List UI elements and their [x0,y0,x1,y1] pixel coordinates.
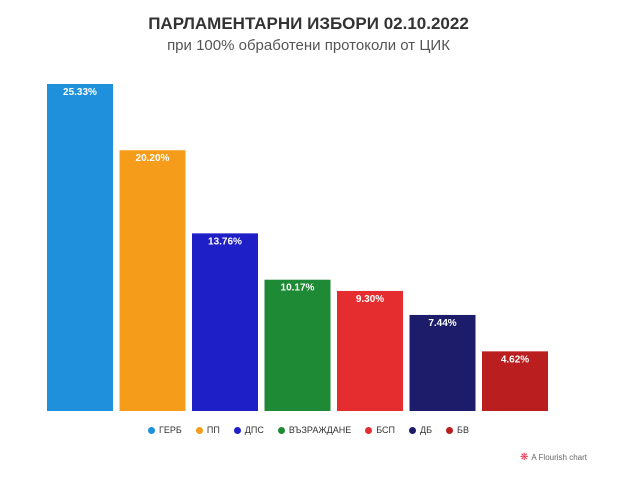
legend-dot-icon [365,426,373,434]
legend-label: БСП [376,425,396,435]
legend-dot-icon [233,426,241,434]
bar-value-label: 13.76% [208,236,242,247]
bar-3[interactable] [192,233,258,411]
bar-value-label: 25.33% [63,87,97,98]
bar-4[interactable] [264,279,331,411]
legend-label: ДПС [244,425,264,435]
chart-title: ПАРЛАМЕНТАРНИ ИЗБОРИ 02.10.2022 [148,14,469,33]
bar-2[interactable] [119,150,186,412]
legend-label: БВ [457,425,469,435]
flourish-logo-icon: ❋ [520,451,529,463]
bar-5[interactable] [337,290,403,411]
flourish-credit[interactable]: ❋ A Flourish chart [520,451,587,463]
credit-text: A Flourish chart [531,453,587,462]
legend-item[interactable]: БВ [446,425,469,435]
bar-value-label: 4.62% [501,354,529,365]
legend-item[interactable]: ГЕРБ [148,425,182,435]
legend-item[interactable]: ДБ [409,425,432,435]
bar-1[interactable] [47,84,113,411]
legend-label: ВЪЗРАЖДАНЕ [288,425,352,435]
bar-6[interactable] [409,314,476,411]
bar-value-label: 7.44% [428,318,456,329]
legend-dot-icon [409,426,417,434]
legend-label: ГЕРБ [159,425,182,435]
legend-label: ДБ [420,425,433,435]
legend-item[interactable]: БСП [365,425,395,435]
chart-subtitle: при 100% обработени протоколи от ЦИК [167,37,450,54]
legend-dot-icon [277,426,285,434]
bar-value-label: 20.20% [136,153,170,164]
legend-dot-icon [195,426,203,434]
chart-legend: ГЕРБ ПП ДПС ВЪЗРАЖДАНЕ БСП ДБ БВ [0,425,617,435]
legend-dot-icon [148,426,156,434]
legend-item[interactable]: ВЪЗРАЖДАНЕ [277,425,352,435]
bar-value-label: 10.17% [281,283,315,294]
legend-item[interactable]: ПП [195,425,220,435]
bar-7[interactable] [482,351,548,411]
legend-label: ПП [206,425,220,435]
bar-chart: 25.33% 20.20% 13.76% 10.17% 9.30% 7.44% 4.62% [47,84,548,412]
bar-value-label: 9.30% [356,294,384,305]
legend-item[interactable]: ДПС [233,425,264,435]
legend-dot-icon [446,426,454,434]
